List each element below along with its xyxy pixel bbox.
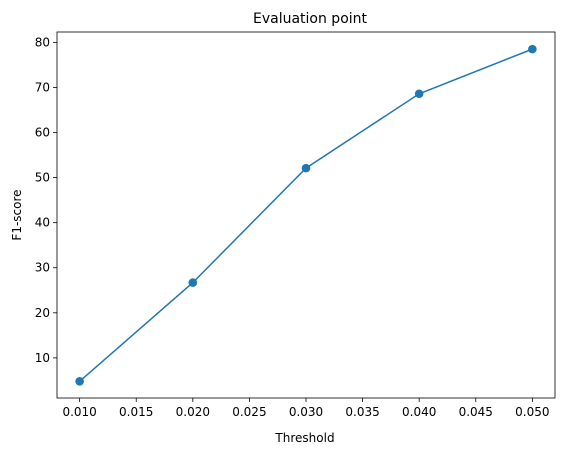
data-point xyxy=(528,44,537,54)
x-tick-label: 0.045 xyxy=(459,405,493,419)
x-tick-label: 0.015 xyxy=(119,405,153,419)
plot-area xyxy=(75,44,537,386)
x-tick-label: 0.025 xyxy=(232,405,266,419)
x-tick-label: 0.020 xyxy=(176,405,210,419)
x-tick-label: 0.010 xyxy=(62,405,96,419)
x-axis-label: Threshold xyxy=(274,431,334,445)
x-tick-label: 0.050 xyxy=(515,405,549,419)
y-tick-label: 40 xyxy=(35,216,50,230)
y-axis-label: F1-score xyxy=(10,189,24,240)
y-tick-label: 70 xyxy=(35,80,50,94)
data-point xyxy=(75,377,84,386)
data-point xyxy=(414,89,424,99)
data-point xyxy=(188,278,198,287)
axes: 0.010 0.015 0.020 0.025 0.030 0.035 0.040 0.045… xyxy=(35,31,556,419)
y-tick-label: 80 xyxy=(35,35,50,49)
data-point xyxy=(301,163,311,173)
chart-title: Evaluation point xyxy=(253,11,368,27)
x-tick-label: 0.030 xyxy=(289,405,323,419)
y-tick-label: 10 xyxy=(35,351,50,365)
y-tick-label: 30 xyxy=(35,261,50,275)
x-tick-label: 0.035 xyxy=(345,405,379,419)
y-tick-label: 60 xyxy=(35,126,50,140)
x-tick-label: 0.040 xyxy=(402,405,436,419)
y-tick-label: 50 xyxy=(35,171,50,185)
y-tick-label: 20 xyxy=(35,306,50,320)
